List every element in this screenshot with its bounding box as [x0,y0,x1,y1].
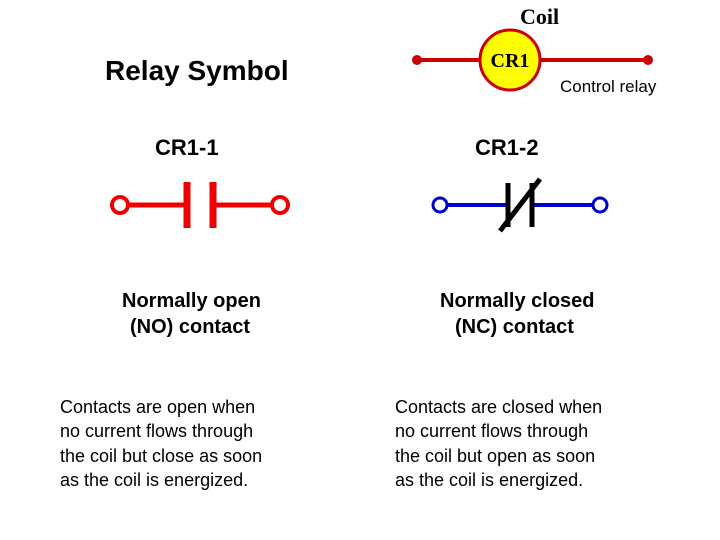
left-subtitle-2: (NO) contact [130,316,250,339]
right-subtitle-2: (NC) contact [455,316,574,339]
svg-text:CR1: CR1 [491,50,530,72]
left-ref: CR1-1 [155,135,219,161]
coil-symbol: CR1 [0,0,720,120]
nc-contact-symbol [430,165,610,245]
no-contact-symbol [110,170,290,240]
left-subtitle-1: Normally open [122,290,261,313]
right-ref: CR1-2 [475,135,539,161]
right-subtitle-1: Normally closed [440,290,595,313]
right-description: Contacts are closed whenno current flows… [395,395,602,492]
left-description: Contacts are open whenno current flows t… [60,395,262,492]
